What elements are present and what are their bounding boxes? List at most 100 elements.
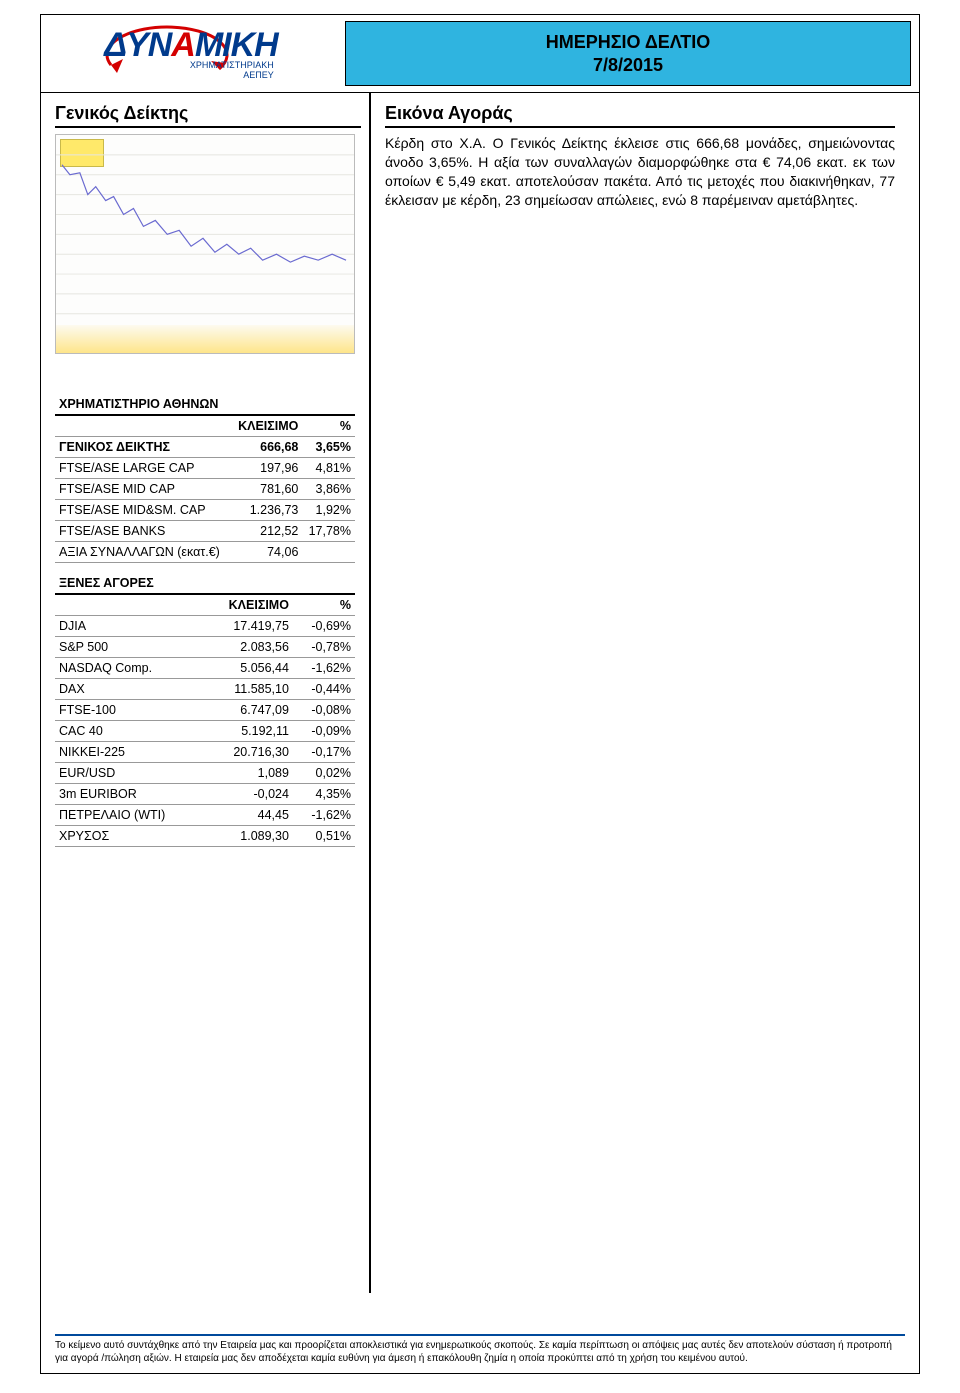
cell-name: CAC 40 bbox=[55, 721, 204, 742]
cell-close: 74,06 bbox=[231, 542, 302, 563]
cell-name: NIKKEI-225 bbox=[55, 742, 204, 763]
cell-name: ΠΕΤΡΕΛΑΙΟ (WTI) bbox=[55, 805, 204, 826]
logo-sub1: ΧΡΗΜΑΤΙΣΤΗΡΙΑΚΗ bbox=[190, 60, 274, 70]
cell-name: FTSE/ASE MID CAP bbox=[55, 479, 231, 500]
logo-text-part: Δ bbox=[104, 26, 126, 64]
cell-name: ΧΡΥΣΟΣ bbox=[55, 826, 204, 847]
logo-text-part: A bbox=[171, 26, 195, 64]
cell-close: 1.089,30 bbox=[204, 826, 293, 847]
table-row: ΓΕΝΙΚΟΣ ΔΕΙΚΤΗΣ666,683,65% bbox=[55, 437, 355, 458]
cell-pct: 0,02% bbox=[293, 763, 355, 784]
chart-svg bbox=[56, 135, 354, 354]
cell-name: ΓΕΝΙΚΟΣ ΔΕΙΚΤΗΣ bbox=[55, 437, 231, 458]
table-row: ΠΕΤΡΕΛΑΙΟ (WTI)44,45-1,62% bbox=[55, 805, 355, 826]
title-box: ΗΜΕΡΗΣΙΟ ΔΕΛΤΙΟ 7/8/2015 bbox=[345, 21, 911, 86]
table-row: FTSE-1006.747,09-0,08% bbox=[55, 700, 355, 721]
cell-pct: 3,65% bbox=[302, 437, 355, 458]
col-right: Εικόνα Αγοράς Κέρδη στο Χ.Α. Ο Γενικός Δ… bbox=[371, 93, 919, 1293]
athens-title: ΧΡΗΜΑΤΙΣΤΗΡΙΟ ΑΘΗΝΩΝ bbox=[55, 394, 355, 415]
body-row: Γενικός Δείκτης ΧΡΗΜΑΤΙΣΤΗΡΙΟ ΑΘΗΝΩΝ ΚΛΕ… bbox=[41, 93, 919, 1293]
cell-name: FTSE/ASE BANKS bbox=[55, 521, 231, 542]
athens-table: ΧΡΗΜΑΤΙΣΤΗΡΙΟ ΑΘΗΝΩΝ ΚΛΕΙΣΙΜΟ % ΓΕΝΙΚΟΣ … bbox=[55, 394, 355, 563]
table-row: FTSE/ASE BANKS212,5217,78% bbox=[55, 521, 355, 542]
table-row: FTSE/ASE LARGE CAP197,964,81% bbox=[55, 458, 355, 479]
col-left: Γενικός Δείκτης ΧΡΗΜΑΤΙΣΤΗΡΙΟ ΑΘΗΝΩΝ ΚΛΕ… bbox=[41, 93, 371, 1293]
table-row: ΧΡΥΣΟΣ1.089,300,51% bbox=[55, 826, 355, 847]
cell-pct: 17,78% bbox=[302, 521, 355, 542]
cell-name: DAX bbox=[55, 679, 204, 700]
cell-name: FTSE-100 bbox=[55, 700, 204, 721]
table-row: EUR/USD1,0890,02% bbox=[55, 763, 355, 784]
cell-close: 781,60 bbox=[231, 479, 302, 500]
logo-text-part: YN bbox=[126, 26, 171, 64]
cell-pct: 3,86% bbox=[302, 479, 355, 500]
cell-pct: 4,35% bbox=[293, 784, 355, 805]
chart-line bbox=[62, 165, 346, 262]
cell-pct: 4,81% bbox=[302, 458, 355, 479]
cell-close: 20.716,30 bbox=[204, 742, 293, 763]
right-section-title: Εικόνα Αγοράς bbox=[385, 103, 895, 128]
cell-close: 2.083,56 bbox=[204, 637, 293, 658]
col-name bbox=[55, 415, 231, 437]
cell-name: FTSE/ASE LARGE CAP bbox=[55, 458, 231, 479]
cell-pct: 0,51% bbox=[293, 826, 355, 847]
foreign-header-row: ΚΛΕΙΣΙΜΟ % bbox=[55, 594, 355, 616]
col-close: ΚΛΕΙΣΙΜΟ bbox=[231, 415, 302, 437]
col-name bbox=[55, 594, 204, 616]
cell-close: 17.419,75 bbox=[204, 616, 293, 637]
index-chart bbox=[55, 134, 355, 354]
table-row: FTSE/ASE MID&SM. CAP1.236,731,92% bbox=[55, 500, 355, 521]
volume-area bbox=[56, 325, 354, 353]
table-row: NASDAQ Comp.5.056,44-1,62% bbox=[55, 658, 355, 679]
cell-pct: -1,62% bbox=[293, 658, 355, 679]
cell-pct: -0,69% bbox=[293, 616, 355, 637]
market-summary-text: Κέρδη στο Χ.Α. Ο Γενικός Δείκτης έκλεισε… bbox=[385, 134, 895, 210]
cell-pct: -0,09% bbox=[293, 721, 355, 742]
athens-header-row: ΚΛΕΙΣΙΜΟ % bbox=[55, 415, 355, 437]
cell-close: 212,52 bbox=[231, 521, 302, 542]
cell-close: 44,45 bbox=[204, 805, 293, 826]
cell-close: 5.056,44 bbox=[204, 658, 293, 679]
cell-pct: 1,92% bbox=[302, 500, 355, 521]
cell-close: 6.747,09 bbox=[204, 700, 293, 721]
col-pct: % bbox=[293, 594, 355, 616]
cell-pct: -0,44% bbox=[293, 679, 355, 700]
logo-cell: ΔYNAMIKH ΧΡΗΜΑΤΙΣΤΗΡΙΑΚΗ ΑΕΠΕΥ bbox=[41, 15, 341, 92]
cell-pct: -0,78% bbox=[293, 637, 355, 658]
logo-sub2: ΑΕΠΕΥ bbox=[243, 70, 274, 80]
cell-close: 11.585,10 bbox=[204, 679, 293, 700]
cell-close: -0,024 bbox=[204, 784, 293, 805]
foreign-title-row: ΞΕΝΕΣ ΑΓΟΡΕΣ bbox=[55, 573, 355, 594]
table-row: DJIA17.419,75-0,69% bbox=[55, 616, 355, 637]
table-row: NIKKEI-22520.716,30-0,17% bbox=[55, 742, 355, 763]
cell-name: NASDAQ Comp. bbox=[55, 658, 204, 679]
cell-close: 197,96 bbox=[231, 458, 302, 479]
title-cell: ΗΜΕΡΗΣΙΟ ΔΕΛΤΙΟ 7/8/2015 bbox=[341, 15, 919, 92]
table-row: 3m EURIBOR-0,0244,35% bbox=[55, 784, 355, 805]
table-row: S&P 5002.083,56-0,78% bbox=[55, 637, 355, 658]
table-row: DAX11.585,10-0,44% bbox=[55, 679, 355, 700]
disclaimer-footer: Το κείμενο αυτό συντάχθηκε από την Εταιρ… bbox=[55, 1334, 905, 1365]
cell-name: ΑΞΙΑ ΣΥΝΑΛΛΑΓΩΝ (εκατ.€) bbox=[55, 542, 231, 563]
cell-close: 666,68 bbox=[231, 437, 302, 458]
chart-grid bbox=[56, 155, 354, 314]
col-close: ΚΛΕΙΣΙΜΟ bbox=[204, 594, 293, 616]
cell-name: EUR/USD bbox=[55, 763, 204, 784]
cell-pct: -1,62% bbox=[293, 805, 355, 826]
header-row: ΔYNAMIKH ΧΡΗΜΑΤΙΣΤΗΡΙΑΚΗ ΑΕΠΕΥ ΗΜΕΡΗΣΙΟ … bbox=[41, 15, 919, 93]
cell-pct bbox=[302, 542, 355, 563]
page: ΔYNAMIKH ΧΡΗΜΑΤΙΣΤΗΡΙΑΚΗ ΑΕΠΕΥ ΗΜΕΡΗΣΙΟ … bbox=[40, 14, 920, 1374]
title-line1: ΗΜΕΡΗΣΙΟ ΔΕΛΤΙΟ bbox=[546, 31, 711, 54]
foreign-table: ΞΕΝΕΣ ΑΓΟΡΕΣ ΚΛΕΙΣΙΜΟ % DJIA17.419,75-0,… bbox=[55, 573, 355, 847]
athens-title-row: ΧΡΗΜΑΤΙΣΤΗΡΙΟ ΑΘΗΝΩΝ bbox=[55, 394, 355, 415]
cell-name: S&P 500 bbox=[55, 637, 204, 658]
table-row: ΑΞΙΑ ΣΥΝΑΛΛΑΓΩΝ (εκατ.€)74,06 bbox=[55, 542, 355, 563]
cell-pct: -0,17% bbox=[293, 742, 355, 763]
title-line2: 7/8/2015 bbox=[593, 54, 663, 77]
cell-close: 1.236,73 bbox=[231, 500, 302, 521]
foreign-title: ΞΕΝΕΣ ΑΓΟΡΕΣ bbox=[55, 573, 355, 594]
cell-name: FTSE/ASE MID&SM. CAP bbox=[55, 500, 231, 521]
logo-wrap: ΔYNAMIKH ΧΡΗΜΑΤΙΣΤΗΡΙΑΚΗ ΑΕΠΕΥ bbox=[104, 26, 278, 81]
cell-close: 1,089 bbox=[204, 763, 293, 784]
left-section-title: Γενικός Δείκτης bbox=[55, 103, 361, 128]
